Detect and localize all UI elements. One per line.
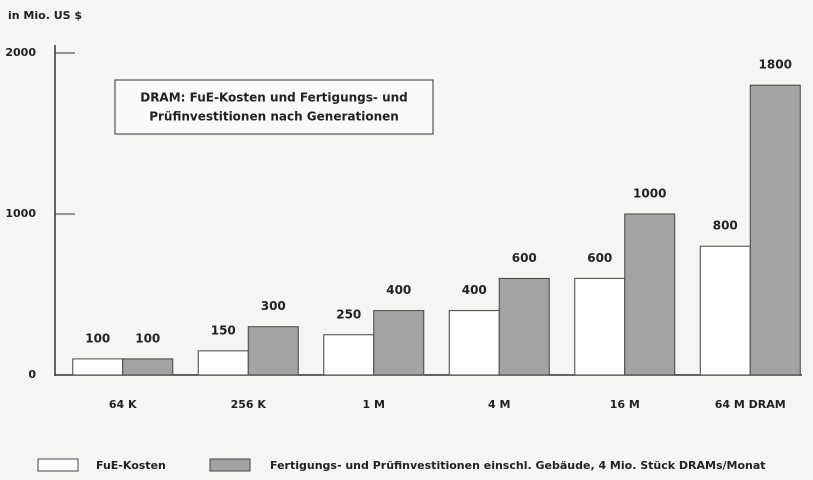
bar bbox=[699, 245, 751, 376]
chart-title: DRAM: FuE-Kosten und Fertigungs- und bbox=[140, 91, 408, 105]
y-tick-label: 1000 bbox=[5, 207, 36, 220]
value-label: 600 bbox=[587, 251, 612, 265]
x-tick-label: 1 M bbox=[363, 398, 385, 411]
legend-swatch bbox=[37, 458, 79, 472]
value-label: 400 bbox=[386, 283, 411, 297]
y-tick-label: 2000 bbox=[5, 46, 36, 59]
value-label: 1000 bbox=[633, 187, 666, 201]
legend-label: FuE-Kosten bbox=[96, 459, 166, 472]
x-tick-label: 64 K bbox=[109, 398, 137, 411]
bar bbox=[574, 277, 626, 376]
bar bbox=[323, 334, 375, 376]
value-label: 800 bbox=[713, 219, 738, 233]
bar bbox=[373, 310, 425, 376]
bar bbox=[122, 358, 174, 376]
chart-title: Prüfinvestitionen nach Generationen bbox=[149, 110, 399, 124]
x-tick-label: 16 M bbox=[610, 398, 640, 411]
value-label: 1800 bbox=[759, 58, 792, 72]
bar bbox=[72, 358, 124, 376]
y-axis-label: in Mio. US $ bbox=[8, 9, 82, 22]
bar bbox=[197, 350, 249, 376]
legend-swatch bbox=[209, 458, 251, 472]
value-label: 600 bbox=[512, 251, 537, 265]
legend-label: Fertigungs- und Prüfinvestitionen einsch… bbox=[270, 459, 766, 472]
title-box bbox=[114, 79, 434, 135]
value-label: 100 bbox=[135, 331, 160, 345]
bar bbox=[624, 213, 676, 376]
x-tick-label: 64 M DRAM bbox=[715, 398, 786, 411]
value-label: 300 bbox=[261, 299, 286, 313]
bar bbox=[247, 326, 299, 376]
value-label: 400 bbox=[462, 283, 487, 297]
bar bbox=[448, 310, 500, 376]
value-label: 100 bbox=[85, 331, 110, 345]
y-tick-label: 0 bbox=[28, 368, 36, 381]
value-label: 150 bbox=[211, 323, 236, 337]
bar bbox=[498, 277, 550, 376]
x-tick-label: 256 K bbox=[231, 398, 267, 411]
bar bbox=[749, 84, 801, 376]
value-label: 250 bbox=[336, 307, 361, 321]
x-tick-label: 4 M bbox=[488, 398, 510, 411]
